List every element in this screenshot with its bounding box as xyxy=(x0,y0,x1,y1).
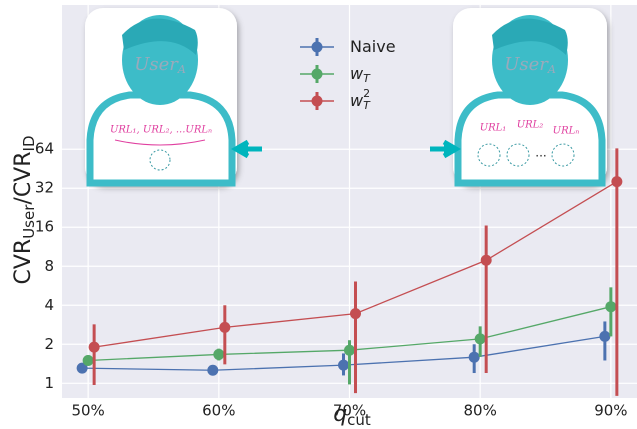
x-tick-label: 50% xyxy=(71,402,104,420)
ellipsis: ... xyxy=(535,146,546,160)
user-icon-right: UserA URL₁ URL₂ URLₙ ... xyxy=(453,8,607,185)
legend-marker xyxy=(312,42,323,53)
data-point xyxy=(338,360,349,371)
legend-marker xyxy=(312,69,323,80)
data-point xyxy=(89,342,100,353)
x-tick-label: 80% xyxy=(464,402,497,420)
data-point xyxy=(599,331,610,342)
data-point xyxy=(605,301,616,312)
page: {"chart_data": {"type": "line", "ylabel"… xyxy=(0,0,637,429)
y-axis-label: CVRUser/CVRID xyxy=(11,136,38,285)
x-tick-label: 90% xyxy=(594,402,627,420)
data-point xyxy=(219,322,230,333)
chart: qcut CVRUser/CVRID UserA URL₁, URL₂, ...… xyxy=(0,0,637,429)
y-tick-label: 4 xyxy=(44,296,54,314)
x-tick-label: 70% xyxy=(333,402,366,420)
y-tick-label: 64 xyxy=(35,140,54,158)
y-tick-label: 16 xyxy=(35,218,54,236)
data-point xyxy=(207,365,218,376)
url-label: URL₁ xyxy=(480,123,507,134)
data-point xyxy=(611,176,622,187)
data-point xyxy=(344,345,355,356)
x-tick-label: 60% xyxy=(202,402,235,420)
legend-marker xyxy=(312,96,323,107)
data-point xyxy=(469,352,480,363)
url-list: URL₁, URL₂, ...URLₙ xyxy=(110,125,212,136)
data-point xyxy=(481,255,492,266)
data-point xyxy=(213,349,224,360)
data-point xyxy=(350,308,361,319)
data-point xyxy=(83,355,94,366)
legend-label: Naive xyxy=(350,37,396,56)
user-icon-left: UserA URL₁, URL₂, ...URLₙ xyxy=(85,8,237,185)
data-point xyxy=(475,333,486,344)
y-tick-label: 32 xyxy=(35,179,54,197)
url-label: URL₂ xyxy=(517,120,544,131)
url-label: URLₙ xyxy=(553,126,580,137)
y-tick-label: 8 xyxy=(44,257,54,275)
y-tick-label: 2 xyxy=(44,335,54,353)
y-tick-label: 1 xyxy=(44,374,54,392)
